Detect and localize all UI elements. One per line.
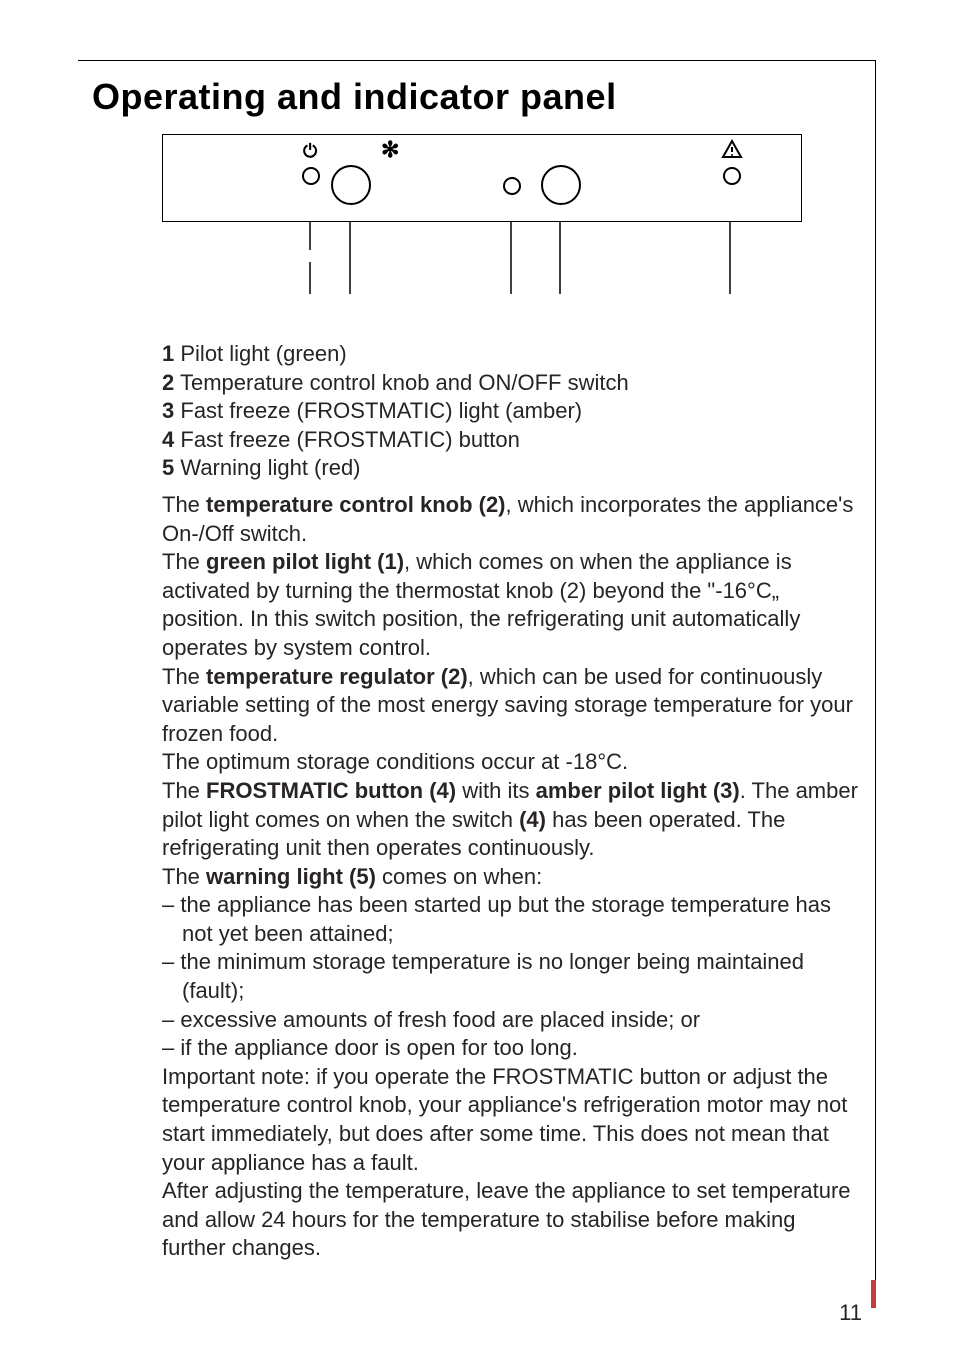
temp-regulator-label: temperature regulator (2) — [206, 664, 468, 689]
legend-5: 5 Warning light (red) — [162, 454, 862, 483]
legend-4: 4 Fast freeze (FROSTMATIC) button — [162, 426, 862, 455]
para-frostmatic: The FROSTMATIC button (4) with its amber… — [162, 777, 862, 863]
accent-bar — [871, 1280, 876, 1308]
control-panel-diagram: ⏻ ✻ — [162, 134, 802, 222]
legend-num-2: 2 — [162, 370, 174, 395]
pilot-light-circle — [302, 167, 320, 185]
warning-light-label: warning light (5) — [206, 864, 376, 889]
page-number: 11 — [839, 1299, 862, 1328]
para-optimum: The optimum storage conditions occur at … — [162, 748, 862, 777]
legend-1: 1 Pilot light (green) — [162, 340, 862, 369]
legend-text-5: Warning light (red) — [180, 455, 360, 480]
legend-num-3: 3 — [162, 398, 174, 423]
legend-3: 3 Fast freeze (FROSTMATIC) light (amber) — [162, 397, 862, 426]
bullet-1: – the appliance has been started up but … — [162, 891, 862, 948]
legend-text-1: Pilot light (green) — [180, 341, 346, 366]
content-area: Operating and indicator panel ⏻ ✻ — [92, 76, 862, 1304]
para-temp-knob: The temperature control knob (2), which … — [162, 491, 862, 548]
para-pilot-light: The green pilot light (1), which comes o… — [162, 548, 862, 662]
frostmatic-button-label: FROSTMATIC button (4) — [206, 778, 456, 803]
legend-text-3: Fast freeze (FROSTMATIC) light (amber) — [180, 398, 582, 423]
legend-text-4: Fast freeze (FROSTMATIC) button — [180, 427, 519, 452]
para-after-adjust: After adjusting the temperature, leave t… — [162, 1177, 862, 1263]
temp-knob-label: temperature control knob (2) — [206, 492, 505, 517]
frost-light-circle — [503, 177, 521, 195]
temp-knob-circle — [331, 165, 371, 205]
frostmatic-icon: ✻ — [381, 137, 399, 163]
legend-num-4: 4 — [162, 427, 174, 452]
power-icon: ⏻ — [303, 141, 317, 162]
legend-text-2: Temperature control knob and ON/OFF swit… — [180, 370, 629, 395]
legend-num-1: 1 — [162, 341, 174, 366]
amber-light-label: amber pilot light (3) — [536, 778, 740, 803]
page-title: Operating and indicator panel — [92, 76, 862, 118]
bullet-4: – if the appliance door is open for too … — [162, 1034, 862, 1063]
warning-icon — [721, 139, 743, 165]
warning-light-circle — [723, 167, 741, 185]
frost-button-circle — [541, 165, 581, 205]
para-warning-light: The warning light (5) comes on when: — [162, 863, 862, 892]
legend-2: 2 Temperature control knob and ON/OFF sw… — [162, 369, 862, 398]
diagram-leaders — [162, 222, 802, 310]
legend-num-5: 5 — [162, 455, 174, 480]
body-text: 1 Pilot light (green) 2 Temperature cont… — [162, 340, 862, 1263]
para-temp-regulator: The temperature regulator (2), which can… — [162, 663, 862, 749]
para-important-note: Important note: if you operate the FROST… — [162, 1063, 862, 1177]
bullet-2: – the minimum storage temperature is no … — [162, 948, 862, 1005]
pilot-light-label: green pilot light (1) — [206, 549, 404, 574]
bullet-3: – excessive amounts of fresh food are pl… — [162, 1006, 862, 1035]
